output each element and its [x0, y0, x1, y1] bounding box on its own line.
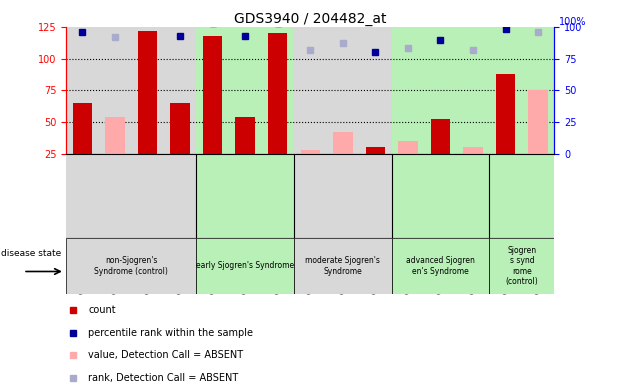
Bar: [105, 117, 125, 154]
Bar: [398, 141, 418, 154]
Text: disease state: disease state: [1, 249, 62, 258]
Bar: [463, 147, 483, 154]
Bar: [203, 36, 222, 154]
FancyBboxPatch shape: [392, 238, 490, 294]
Bar: [333, 132, 353, 154]
Bar: [490, 154, 554, 238]
Bar: [496, 74, 515, 154]
Bar: [301, 150, 320, 154]
Bar: [392, 27, 490, 154]
Bar: [197, 27, 294, 154]
FancyBboxPatch shape: [294, 238, 392, 294]
Text: value, Detection Call = ABSENT: value, Detection Call = ABSENT: [88, 350, 243, 360]
Bar: [268, 33, 287, 154]
Text: moderate Sjogren's
Syndrome: moderate Sjogren's Syndrome: [306, 256, 381, 276]
Text: advanced Sjogren
en's Syndrome: advanced Sjogren en's Syndrome: [406, 256, 475, 276]
Bar: [170, 103, 190, 154]
Title: GDS3940 / 204482_at: GDS3940 / 204482_at: [234, 12, 387, 26]
Bar: [294, 154, 392, 238]
Text: 100%: 100%: [559, 17, 587, 27]
Bar: [66, 154, 197, 238]
Bar: [392, 154, 490, 238]
Bar: [236, 117, 255, 154]
Bar: [294, 27, 392, 154]
Text: percentile rank within the sample: percentile rank within the sample: [88, 328, 253, 338]
Bar: [138, 31, 158, 154]
Bar: [66, 27, 197, 154]
Bar: [72, 103, 92, 154]
FancyBboxPatch shape: [66, 238, 197, 294]
Text: rank, Detection Call = ABSENT: rank, Detection Call = ABSENT: [88, 373, 238, 383]
FancyBboxPatch shape: [490, 238, 554, 294]
Bar: [529, 90, 548, 154]
FancyBboxPatch shape: [197, 238, 294, 294]
Text: Sjogren
s synd
rome
(control): Sjogren s synd rome (control): [505, 246, 538, 286]
Bar: [431, 119, 450, 154]
Bar: [197, 154, 294, 238]
Text: early Sjogren's Syndrome: early Sjogren's Syndrome: [196, 262, 294, 270]
Text: count: count: [88, 305, 116, 315]
Bar: [490, 27, 554, 154]
Text: non-Sjogren's
Syndrome (control): non-Sjogren's Syndrome (control): [94, 256, 168, 276]
Bar: [365, 147, 385, 154]
